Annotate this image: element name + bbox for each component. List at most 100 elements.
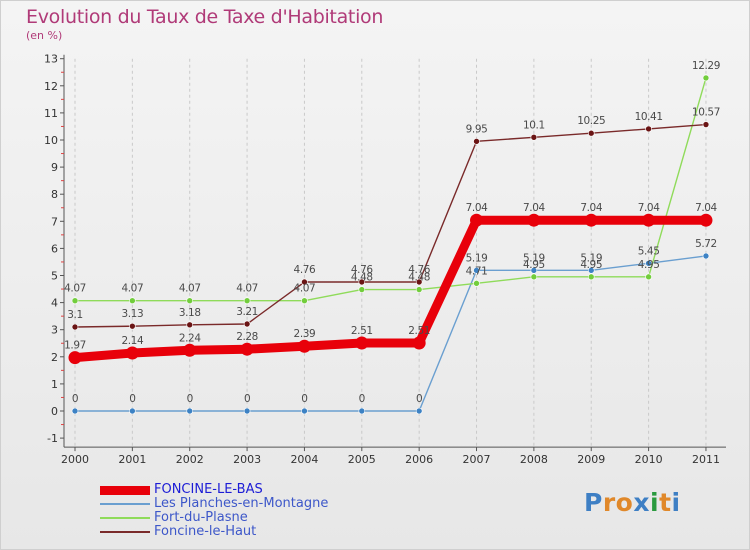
x-tick-label-2010: 2010 — [635, 453, 663, 466]
x-tick-label-2001: 2001 — [118, 453, 146, 466]
y-tick-label-9: 9 — [51, 161, 58, 174]
series-point-2-2001 — [129, 297, 136, 305]
y-tick-label-8: 8 — [51, 188, 58, 201]
chart-subtitle: (en %) — [26, 29, 63, 42]
series-point-3-2007 — [473, 138, 480, 145]
series-point-3-2011 — [702, 121, 710, 128]
series-point-3-2005 — [358, 278, 366, 286]
data-label-0-2003: 2.28 — [236, 331, 258, 343]
series-point-3-2003 — [243, 320, 251, 328]
y-tick-label-4: 4 — [51, 297, 58, 310]
series-point-3-2004 — [301, 278, 308, 286]
data-label-3-2001: 3.13 — [121, 308, 143, 320]
data-label-3-2000: 3.1 — [67, 309, 83, 321]
y-tick-label--1: -1 — [47, 432, 58, 445]
data-label-0-2008: 7.04 — [523, 202, 545, 214]
data-label-3-2003: 3.21 — [236, 306, 258, 318]
series-point-1-2002 — [186, 407, 194, 415]
x-tick-label-2009: 2009 — [577, 453, 605, 466]
series-point-0-2003 — [240, 342, 254, 356]
data-label-2-2004: 4.07 — [294, 283, 316, 295]
legend-swatch-3 — [100, 531, 150, 533]
data-label-1-2000: 0 — [72, 393, 78, 405]
series-point-1-2004 — [301, 407, 308, 415]
series-point-2-2008 — [530, 273, 538, 281]
logo-letter: i — [671, 488, 681, 517]
data-label-3-2009: 10.25 — [577, 115, 605, 127]
x-tick-label-2000: 2000 — [61, 453, 89, 466]
legend-label-3: Foncine-le-Haut — [154, 524, 257, 539]
x-tick-label-2006: 2006 — [405, 453, 433, 466]
series-point-1-2008 — [530, 267, 538, 274]
series-point-3-2008 — [530, 133, 538, 141]
data-label-0-2011: 7.04 — [695, 202, 717, 214]
data-label-0-2000: 1.97 — [64, 340, 86, 352]
y-tick-label-13: 13 — [44, 53, 58, 66]
x-tick-label-2002: 2002 — [176, 453, 204, 466]
series-line-2 — [74, 77, 707, 302]
y-tick-label-1: 1 — [51, 378, 58, 391]
x-tick-label-2005: 2005 — [348, 453, 376, 466]
series-point-2-2007 — [473, 280, 480, 287]
y-tick-label-11: 11 — [44, 107, 58, 120]
proxiti-logo: Proxiti — [584, 488, 681, 517]
series-point-1-2000 — [71, 407, 79, 415]
x-tick-label-2008: 2008 — [520, 453, 548, 466]
chart-title: Evolution du Taux de Taxe d'Habitation — [26, 6, 384, 28]
data-label-3-2004: 4.76 — [294, 264, 316, 276]
series-point-0-2002 — [183, 343, 197, 357]
series-point-1-2003 — [243, 407, 251, 415]
data-label-2-2006: 4.48 — [408, 272, 430, 284]
data-label-2-2005: 4.48 — [351, 272, 373, 284]
series-point-0-2006 — [412, 336, 426, 350]
y-tick-label-2: 2 — [51, 351, 58, 364]
series-point-1-2011 — [702, 252, 710, 260]
logo-letter: x — [633, 488, 650, 517]
series-point-2-2002 — [186, 297, 194, 305]
y-tick-label-7: 7 — [51, 215, 58, 228]
data-label-3-2005: 4.76 — [351, 264, 373, 276]
y-tick-label-12: 12 — [44, 80, 58, 93]
data-label-2-2011: 12.29 — [692, 60, 720, 72]
series-line-0 — [70, 215, 711, 363]
logo-letter: P — [584, 488, 603, 517]
data-label-0-2005: 2.51 — [351, 325, 373, 337]
data-label-1-2008: 5.19 — [523, 252, 545, 264]
series-point-0-2004 — [297, 339, 311, 353]
series-point-1-2005 — [358, 407, 366, 415]
data-label-2-2009: 4.95 — [580, 259, 602, 271]
series-point-3-2006 — [415, 278, 423, 286]
data-label-1-2005: 0 — [359, 393, 365, 405]
data-label-1-2004: 0 — [301, 393, 307, 405]
legend-label-1: Les Planches-en-Montagne — [154, 496, 329, 511]
series-point-3-2000 — [71, 323, 79, 331]
logo-letter: r — [602, 488, 616, 517]
data-label-0-2009: 7.04 — [580, 202, 602, 214]
series-point-3-2010 — [645, 125, 652, 133]
legend-swatch-1 — [100, 503, 150, 505]
legend-label-0: FONCINE-LE-BAS — [154, 482, 263, 497]
data-label-1-2007: 5.19 — [466, 252, 488, 264]
logo-letter: o — [615, 488, 634, 517]
y-tick-label-10: 10 — [44, 134, 58, 147]
series-point-0-2007 — [470, 213, 484, 227]
data-label-3-2002: 3.18 — [179, 307, 201, 319]
data-label-2-2001: 4.07 — [121, 283, 143, 295]
data-label-0-2001: 2.14 — [121, 335, 143, 347]
data-label-1-2006: 0 — [416, 393, 422, 405]
data-label-0-2010: 7.04 — [638, 202, 660, 214]
series-point-0-2009 — [584, 213, 598, 227]
x-tick-label-2007: 2007 — [463, 453, 491, 466]
series-point-3-2001 — [129, 322, 136, 330]
series-point-3-2002 — [186, 321, 194, 329]
series-point-2-2003 — [243, 297, 251, 305]
legend-swatch-0 — [100, 485, 150, 495]
legend-swatch-2 — [100, 517, 150, 519]
series-point-0-2008 — [527, 213, 541, 227]
series-point-2-2005 — [358, 286, 366, 293]
data-label-2-2000: 4.07 — [64, 283, 86, 295]
logo-letter: i — [650, 488, 660, 517]
series-point-1-2010 — [645, 260, 652, 267]
